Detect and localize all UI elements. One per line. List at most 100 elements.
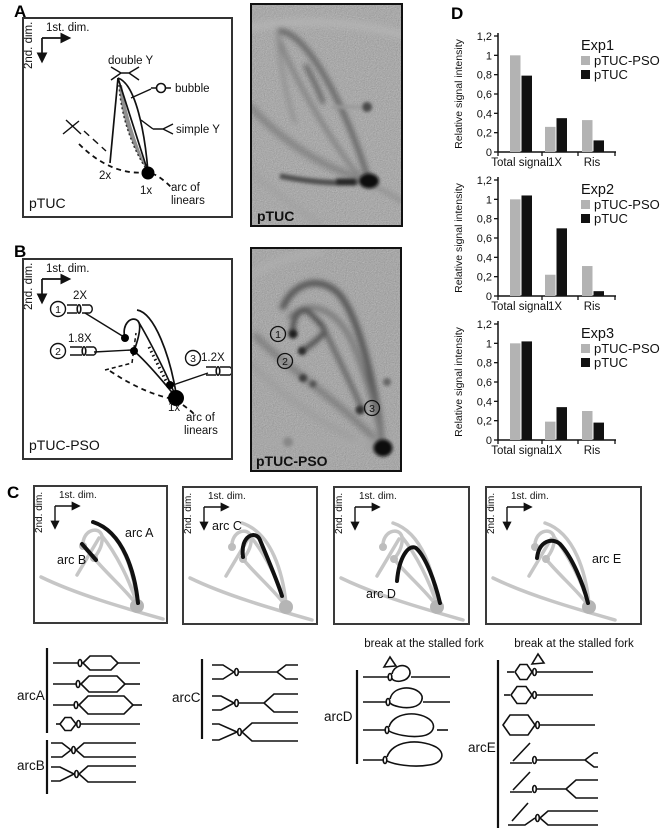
- spot1-size-label: 2X: [73, 290, 87, 302]
- y-axis-title: Relative signal intensity: [453, 182, 465, 292]
- plasmid-name: pTUC-PSO: [29, 437, 100, 453]
- axes: 1st. dim. 2nd. dim.: [486, 491, 549, 534]
- arc-of-linears-label-2: linears: [184, 425, 218, 437]
- spot2-size-label: 1.8X: [68, 333, 92, 345]
- gel-spot1-number: 1: [275, 329, 281, 341]
- axes: 1st. dim. 2nd. dim.: [34, 490, 97, 533]
- gel-image-ptuc: pTUC: [250, 3, 403, 227]
- spot3-size-label: 1.2X: [201, 352, 225, 364]
- y-tick-label: 0,2: [477, 128, 492, 140]
- y-tick-label: 0,4: [477, 252, 492, 264]
- y-tick-label: 1: [486, 338, 492, 350]
- panel-c-box-arc-ab: 1st. dim. 2nd. dim. arc A arc B: [33, 485, 168, 624]
- arc-d-curve: [395, 545, 442, 605]
- spot3-annotation: 3 1.2X: [172, 349, 233, 386]
- axis-2nd-dim-label: 2nd. dim.: [486, 493, 497, 534]
- gel-label: pTUC: [257, 208, 294, 224]
- chart-title: Exp2: [581, 182, 614, 198]
- double-y-icon: [110, 66, 140, 81]
- arc-b-schematics: [45, 740, 136, 794]
- arc-a-schematics: [45, 648, 142, 733]
- axis-2nd-dim-label: 2nd. dim.: [23, 22, 35, 69]
- panel-c-letter: C: [7, 483, 20, 502]
- break-site-triangle-e: [530, 652, 546, 665]
- legend-label: pTUC: [594, 355, 628, 370]
- legend-label: pTUC-PSO: [594, 197, 660, 212]
- arc-e-schematic-label: arcE: [468, 740, 496, 755]
- y-tick-label: 0,8: [477, 70, 492, 82]
- gray-arc-pattern: [339, 521, 465, 622]
- chart-title: Exp3: [581, 326, 614, 342]
- spot2-number: 2: [55, 346, 61, 358]
- gel-faint-arcs: [250, 19, 403, 227]
- y-tick-label: 0,8: [477, 214, 492, 226]
- arc-e-schematics: [496, 660, 598, 828]
- bar-pTUC-PSO: [510, 199, 521, 296]
- axis-1st-dim-label: 1st. dim.: [46, 22, 89, 34]
- 1x-label: 1x: [140, 185, 152, 197]
- legend-swatch: [581, 214, 590, 223]
- legend-label: pTUC: [594, 67, 628, 82]
- category-label: Ris: [584, 301, 601, 313]
- bar-pTUC: [593, 140, 604, 152]
- 1x-spot: [168, 390, 184, 406]
- gel-spots: [279, 102, 379, 189]
- axis-1st-dim-label: 1st. dim.: [359, 491, 397, 502]
- legend-swatch: [581, 70, 590, 79]
- y-tick-label: 1: [486, 50, 492, 62]
- arc-b-schematic-label: arcB: [17, 758, 45, 773]
- panel-a-diagram: 1st. dim. 2nd. dim. double Y bubble simp…: [22, 17, 233, 218]
- legend-swatch: [581, 200, 590, 209]
- spot1-number: 1: [55, 304, 61, 316]
- spot3-number: 3: [190, 353, 196, 365]
- y-axis-title: Relative signal intensity: [453, 38, 465, 148]
- bar-pTUC: [593, 422, 604, 440]
- chart-title: Exp1: [581, 38, 614, 54]
- bar-pTUC-PSO: [582, 411, 593, 440]
- gel-spot3-number: 3: [369, 403, 375, 415]
- arc-c-schematics: [200, 659, 298, 742]
- y-tick-label: 0,4: [477, 108, 492, 120]
- arc-b-label: arc B: [57, 553, 86, 567]
- molecule-schematics: arcA arcB arcC break at the stalled fork: [17, 638, 634, 828]
- y-tick-label: 0,2: [477, 416, 492, 428]
- arc-d-label: arc D: [366, 587, 396, 601]
- arc-a-schematic-label: arcA: [17, 688, 45, 703]
- y-tick-label: 1,2: [477, 31, 492, 43]
- 1x-label: 1x: [168, 402, 180, 414]
- simple-y-label: simple Y: [176, 124, 220, 136]
- category-label: 1X: [548, 445, 562, 457]
- arc-a-label: arc A: [125, 526, 154, 540]
- panel-a-letter: A: [14, 2, 27, 21]
- x-structure-icon: [62, 119, 107, 152]
- category-label: Ris: [584, 157, 601, 169]
- bar-pTUC-PSO: [582, 266, 593, 296]
- bar-pTUC: [521, 341, 532, 440]
- box-border: [182, 486, 318, 625]
- bar-pTUC-PSO: [545, 126, 556, 152]
- legend-label: pTUC: [594, 211, 628, 226]
- 2x-label: 2x: [99, 170, 111, 182]
- spot2-annotation: 2 1.8X: [49, 333, 133, 360]
- migration-arcs: [78, 77, 174, 190]
- axes: 1st. dim. 2nd. dim.: [183, 491, 246, 534]
- axis-1st-dim-label: 1st. dim.: [208, 491, 246, 502]
- category-label: Ris: [584, 445, 601, 457]
- bar-pTUC-PSO: [582, 120, 593, 152]
- y-tick-label: 0,4: [477, 396, 492, 408]
- bar-pTUC: [556, 228, 567, 296]
- axis-1st-dim-label: 1st. dim.: [511, 491, 549, 502]
- arc-of-linears-label-1: arc of: [186, 412, 216, 424]
- gel-label: pTUC-PSO: [256, 453, 328, 469]
- y-tick-label: 0: [486, 291, 492, 303]
- arc-d-schematics: [355, 664, 450, 767]
- y-tick-label: 1: [486, 194, 492, 206]
- y-tick-label: 0: [486, 435, 492, 447]
- y-tick-label: 1,2: [477, 175, 492, 187]
- gel-image-ptuc-pso: 1 2 3 pTUC-PSO: [250, 247, 402, 472]
- bar-pTUC: [521, 75, 532, 152]
- panel-a-border: [22, 17, 233, 218]
- plasmid-name: pTUC: [29, 195, 66, 211]
